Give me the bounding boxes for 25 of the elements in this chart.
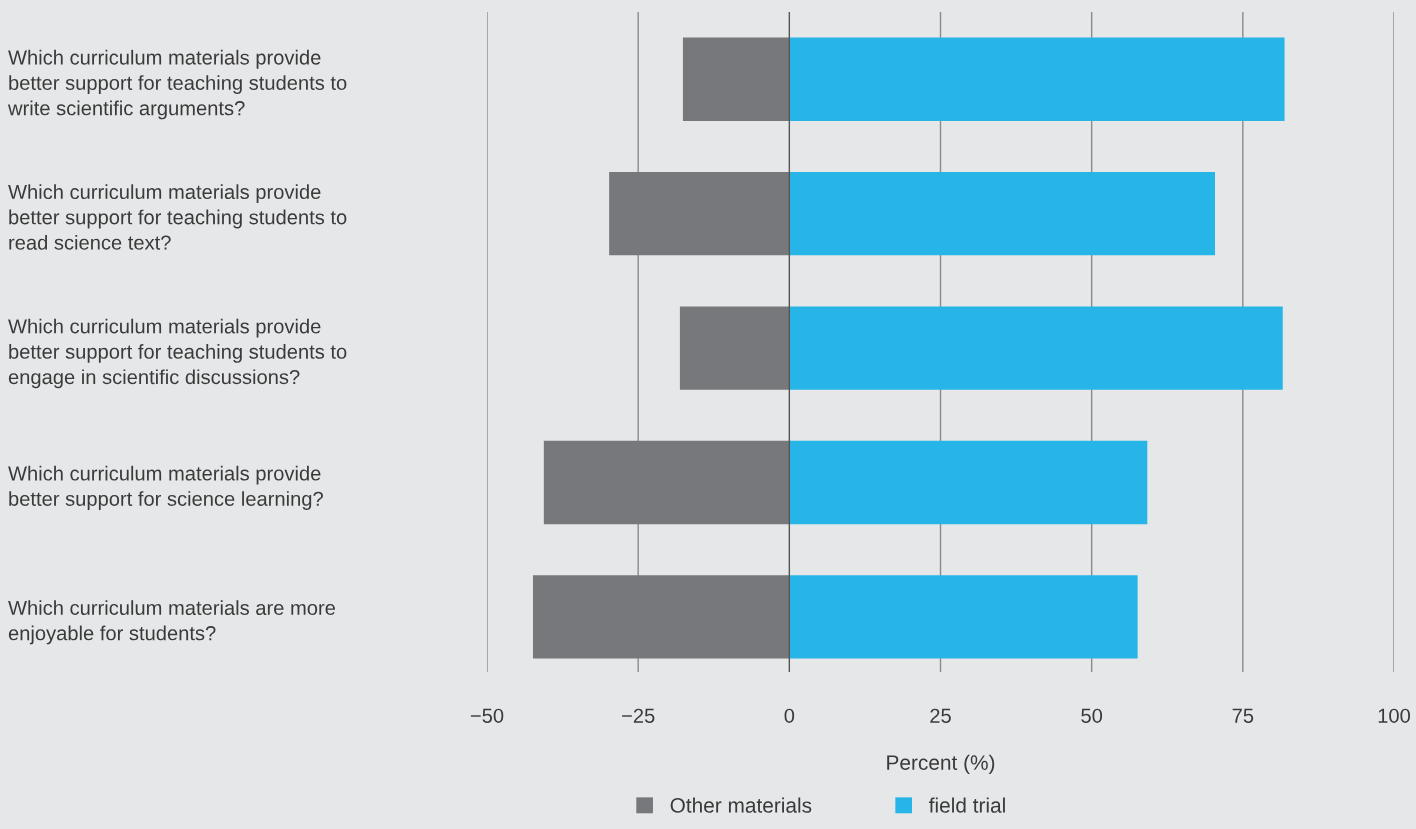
y-tick-label: Which curriculum materials provide better support for teaching students to engage in scientific discussions? [8,318,347,389]
y-tick-label: Which curriculum materials are more enjoyable for students? [8,600,335,645]
bar [789,440,1148,525]
x-tick-label: −50 [470,708,504,723]
x-tick-label: 25 [930,708,951,723]
bar [609,171,790,256]
bar [682,37,790,121]
legend-label: Other materials [670,797,812,813]
bar [789,575,1138,659]
x-tick-label: 0 [784,708,795,723]
bar [532,575,790,659]
y-tick-label: Which curriculum materials provide better support for teaching students to write scientific arguments? [7,49,347,120]
y-tick-label: Which curriculum materials provide better support for teaching students to read science text? [8,184,347,250]
bar [789,37,1285,121]
x-axis-title: Percent (%) [887,754,995,775]
bar [789,171,1216,256]
y-tick-label: Which curriculum materials provide better support for science learning? [8,465,323,510]
x-tick-label: 100 [1378,708,1411,723]
x-tick-label: 75 [1232,708,1254,723]
bar [543,440,790,525]
x-tick-label: 50 [1081,708,1103,723]
bar [789,306,1283,390]
legend-label: field trial [928,797,1005,813]
x-tick-label: −25 [622,708,655,723]
bar [679,306,790,390]
